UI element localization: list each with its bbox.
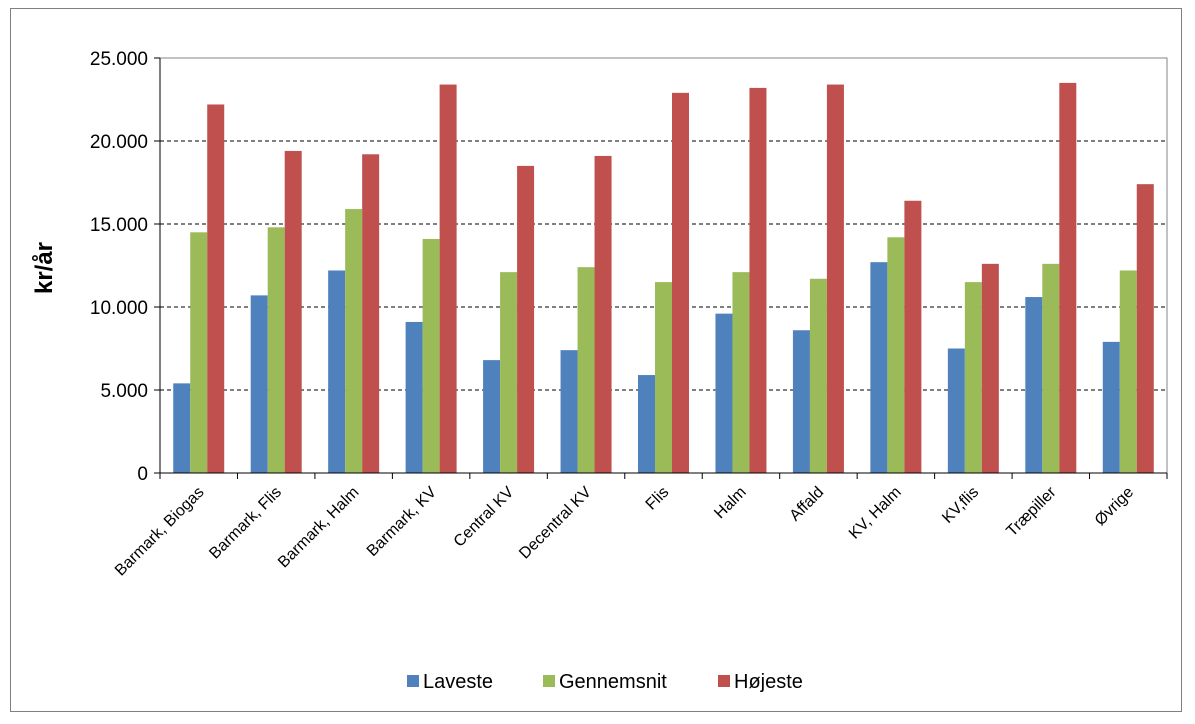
bar-h-jeste [207,104,225,473]
bar-gennemsnit [1119,270,1137,473]
bar-h-jeste [517,165,535,473]
bar-laveste [405,321,423,473]
bar-h-jeste [284,150,302,473]
bar-h-jeste [594,155,612,473]
bar-gennemsnit [267,227,285,473]
bar-gennemsnit [809,278,827,473]
bar-gennemsnit [1042,263,1060,473]
axes [154,57,1168,479]
legend: Laveste Gennemsnit Højeste [407,671,803,693]
bar-h-jeste [826,84,844,473]
x-category-label: Decentral KV [516,484,595,563]
bar-h-jeste [981,263,999,473]
bar-laveste [483,360,501,473]
bar-h-jeste [1136,184,1154,473]
bar-gennemsnit [577,267,595,473]
bar-laveste [715,313,733,473]
x-category-label: Træpiller [1003,483,1060,540]
x-category-label: KV,flis [939,484,982,527]
bar-laveste [947,348,965,473]
bar-h-jeste [672,92,689,474]
bar-h-jeste [749,87,767,473]
x-category-label: Barmark, Halm [275,484,362,571]
x-category-label: Øvrige [1092,484,1137,529]
bar-gennemsnit [887,237,905,473]
bar-laveste [1102,341,1120,473]
y-tick-label: 0 [137,464,148,485]
bar-gennemsnit [500,272,518,473]
x-category-label: Affald [787,484,828,525]
bar-gennemsnit [345,209,363,473]
legend-label: Gennemsnit [559,671,667,693]
y-tick-label: 5.000 [100,381,148,402]
bar-h-jeste [362,154,380,473]
bar-h-jeste [439,84,457,473]
bar-laveste [173,383,191,473]
bar-h-jeste [1059,82,1077,474]
bar-laveste [870,262,888,473]
y-axis-label: kr/år [31,242,58,294]
bar-gennemsnit [655,282,672,473]
bar-laveste [792,330,810,473]
x-category-label: Barmark, Biogas [112,484,208,580]
y-tick-label: 15.000 [90,215,148,236]
x-category-label: Barmark, KV [364,484,440,560]
bar-gennemsnit [190,232,208,473]
x-category-label: Halm [711,484,749,522]
legend-swatch [718,675,730,687]
bar-laveste [250,295,268,473]
legend-label: Laveste [423,671,493,693]
bar-laveste [560,350,578,473]
legend-swatch [543,675,555,687]
bar-gennemsnit [422,238,440,473]
bar-laveste [328,270,346,473]
y-tick-labels: 0 5.000 10.000 15.000 20.000 25.000 [90,49,148,485]
y-tick-label: 25.000 [90,49,148,70]
bars [173,82,1154,474]
y-tick-label: 20.000 [90,132,148,153]
x-category-label: Barmark, Flis [206,484,285,563]
bar-laveste [638,375,655,473]
x-category-label: Flis [643,484,673,514]
x-category-label: Central KV [451,484,518,551]
legend-swatch [407,675,419,687]
bar-laveste [1025,297,1043,473]
legend-label: Højeste [734,671,803,693]
x-category-label: KV, Halm [846,484,905,543]
bar-h-jeste [904,200,922,473]
y-tick-label: 10.000 [90,298,148,319]
bar-gennemsnit [732,272,750,473]
bar-gennemsnit [964,282,982,473]
